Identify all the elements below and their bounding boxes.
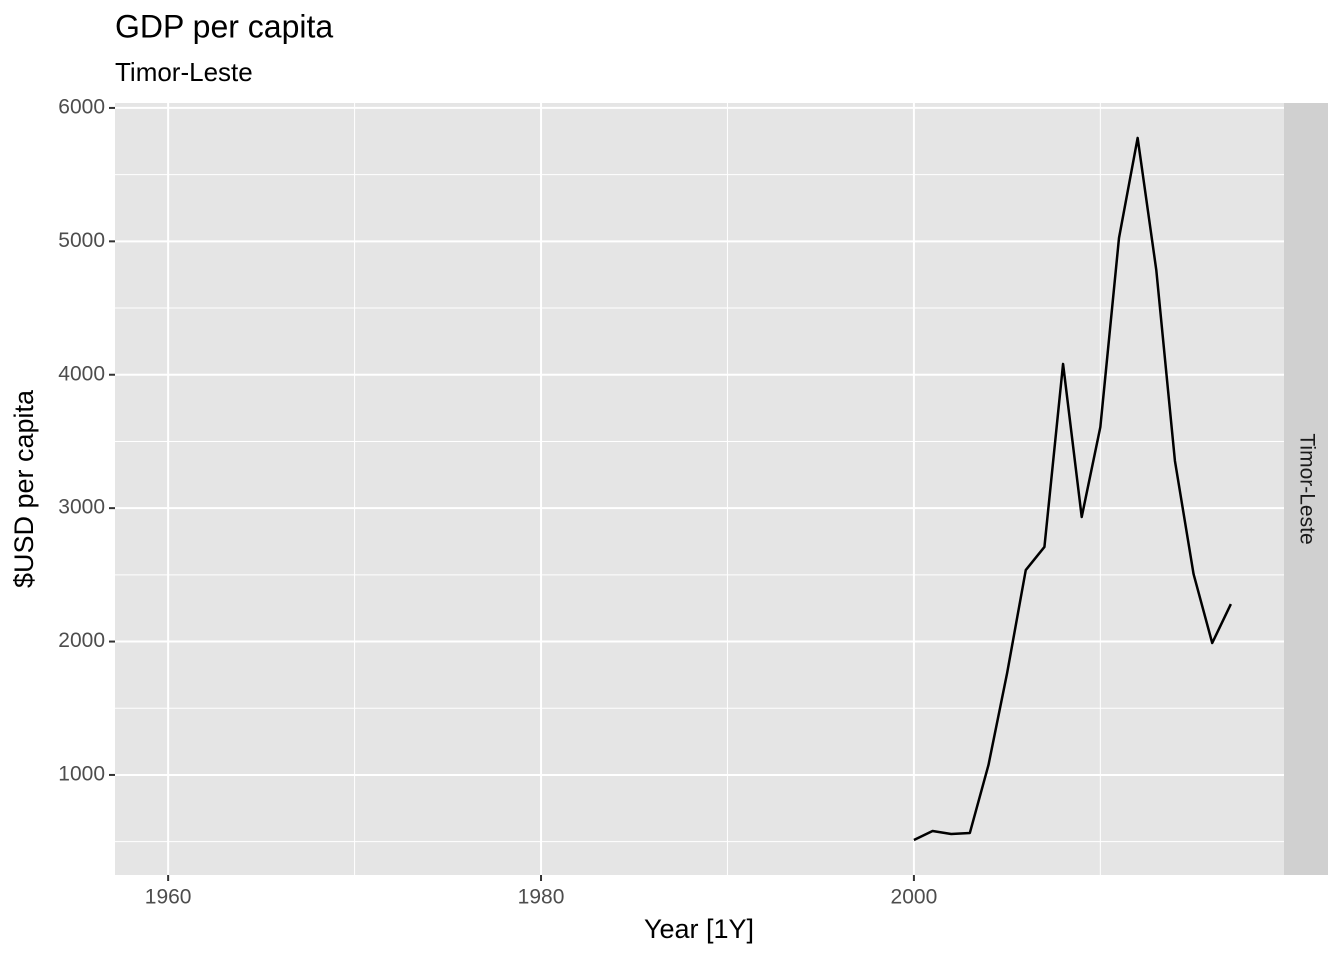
- x-tick-label: 1980: [518, 886, 565, 909]
- chart-title: GDP per capita: [115, 8, 333, 44]
- marks: [913, 136, 1232, 842]
- line: [913, 136, 1232, 842]
- y-tick-label: 2000: [58, 629, 105, 652]
- x-tick-label: 2000: [891, 886, 938, 909]
- y-tick-label: 3000: [58, 496, 105, 519]
- strip: [1284, 103, 1328, 875]
- y-tick-label: 5000: [58, 229, 105, 252]
- x-tick-label: 1960: [145, 886, 192, 909]
- y-tick-label: 4000: [58, 362, 105, 385]
- panel: [115, 103, 1284, 875]
- chart-subtitle: Timor-Leste: [115, 57, 253, 87]
- grid: 1960 1980 2000 1000 2000 3000 4000 5000 6000: [58, 95, 1284, 909]
- y-tick-label: 1000: [58, 762, 105, 785]
- y-axis-title: $USD per capita: [9, 389, 39, 588]
- x-axis-title: Year [1Y]: [644, 914, 754, 944]
- strip-label: Timor-Leste: [1295, 433, 1318, 544]
- y-tick-label: 6000: [58, 95, 105, 118]
